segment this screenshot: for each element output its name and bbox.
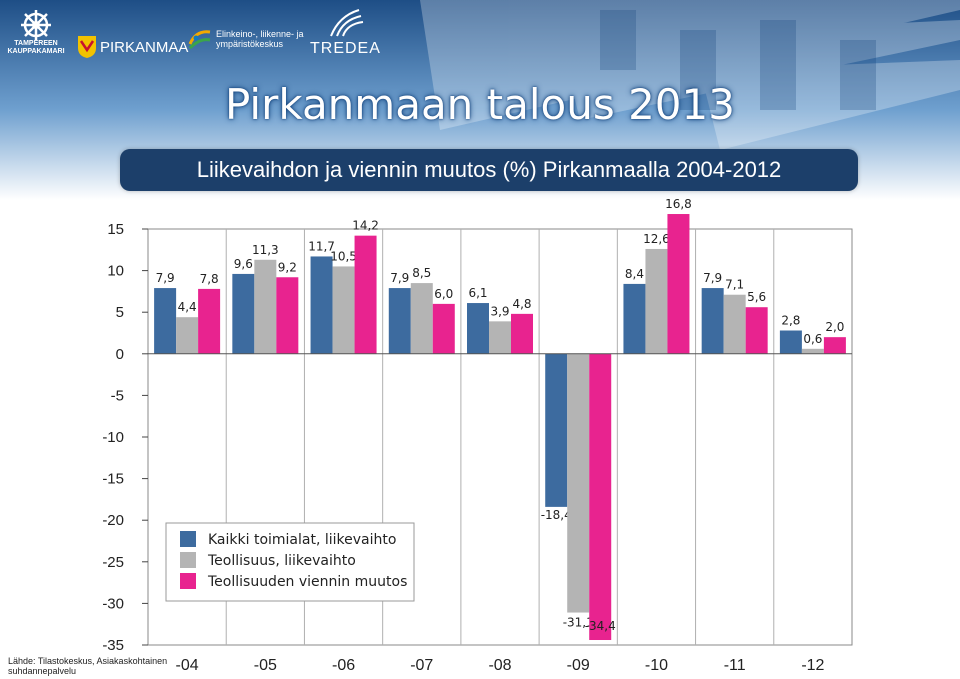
y-tick-label: 10 — [107, 263, 124, 280]
bar — [511, 313, 533, 354]
x-tick-label: -07 — [410, 657, 433, 674]
x-tick-label: -11 — [724, 657, 746, 674]
y-tick-label: -35 — [102, 637, 124, 654]
data-label: 7,8 — [200, 272, 219, 286]
logo-pirkanmaa: PIRKANMAA — [78, 36, 188, 58]
data-label: 2,8 — [781, 314, 800, 328]
x-tick-label: -10 — [645, 657, 668, 674]
data-label: 0,6 — [803, 332, 822, 346]
data-label: 11,3 — [252, 243, 279, 257]
logo-text: TAMPEREEN KAUPPAKAMARI — [7, 40, 65, 55]
bar — [589, 353, 612, 641]
x-tick-label: -04 — [176, 657, 199, 674]
bar — [176, 317, 199, 354]
y-tick-label: -5 — [111, 387, 124, 404]
tredea-wave-icon — [330, 9, 364, 37]
data-label: 5,6 — [747, 290, 766, 304]
bar — [801, 348, 824, 354]
data-label: 9,2 — [278, 260, 297, 274]
x-tick-label: -06 — [332, 657, 355, 674]
y-tick-label: 15 — [107, 221, 124, 238]
bar — [254, 259, 277, 354]
data-label: 4,8 — [512, 297, 531, 311]
bar — [232, 273, 255, 354]
data-label: 16,8 — [665, 197, 692, 211]
bar — [723, 294, 746, 354]
logo-text: TREDEA — [310, 40, 381, 57]
legend — [165, 522, 415, 602]
data-label: 4,4 — [178, 300, 197, 314]
y-tick-label: -30 — [102, 595, 124, 612]
data-label: -31,1 — [563, 616, 594, 630]
bar — [701, 288, 724, 354]
source-note: Lähde: Tilastokeskus, Asiakaskohtainen s… — [8, 656, 168, 676]
data-label: 6,0 — [434, 287, 453, 301]
header-logos: TAMPEREEN KAUPPAKAMARI PIRKANMAA Elinkei… — [0, 0, 420, 80]
x-tick-label: -08 — [488, 657, 511, 674]
data-label: 3,9 — [490, 304, 509, 318]
y-tick-label: -25 — [102, 554, 124, 571]
y-tick-label: -20 — [102, 512, 124, 529]
data-label: 7,9 — [390, 271, 409, 285]
y-tick-label: 5 — [116, 304, 124, 321]
bar — [388, 288, 411, 354]
bar — [432, 303, 455, 354]
data-label: 7,9 — [703, 271, 722, 285]
legend-swatch — [180, 531, 196, 547]
legend-label: Teollisuus, liikevaihto — [207, 553, 356, 569]
data-label: 7,9 — [156, 271, 175, 285]
data-label: 2,0 — [825, 320, 844, 334]
bar — [745, 307, 768, 354]
bar — [567, 353, 590, 613]
logo-ely-keskus: Elinkeino-, liikenne- ja ympäristökeskus — [188, 28, 306, 50]
data-label: 7,1 — [725, 278, 744, 292]
data-label: 10,5 — [330, 249, 357, 263]
bar — [410, 283, 433, 354]
bar — [310, 256, 333, 354]
bar — [667, 214, 690, 354]
bar — [823, 337, 846, 354]
data-label: 8,5 — [412, 266, 431, 280]
kauppakamari-emblem-icon — [21, 10, 51, 40]
data-label: 6,1 — [468, 286, 487, 300]
data-label: -34,4 — [585, 619, 616, 633]
logo-text: Elinkeino-, liikenne- ja ympäristökeskus — [216, 29, 304, 49]
logo-tredea: TREDEA — [310, 8, 381, 58]
data-label: 14,2 — [352, 219, 379, 233]
bar — [545, 353, 568, 507]
bar — [154, 288, 177, 354]
bar — [623, 283, 646, 354]
bar — [198, 288, 221, 354]
data-label: 11,7 — [308, 239, 335, 253]
bar — [467, 303, 489, 354]
data-label: 12,6 — [643, 232, 670, 246]
bar — [779, 330, 802, 354]
data-label: 8,4 — [625, 267, 644, 281]
x-tick-label: -12 — [801, 657, 824, 674]
legend-label: Kaikki toimialat, liikevaihto — [208, 532, 396, 548]
page-title: Pirkanmaan talous 2013 — [225, 80, 735, 129]
logo-tampereen-kauppakamari: TAMPEREEN KAUPPAKAMARI — [7, 10, 65, 56]
bar — [276, 277, 299, 354]
bar — [332, 266, 355, 354]
bar — [354, 235, 377, 354]
ely-swirl-icon — [188, 30, 211, 50]
legend-label: Teollisuuden viennin muutos — [207, 574, 407, 590]
legend-swatch — [180, 573, 196, 589]
y-tick-label: -10 — [102, 429, 124, 446]
data-label: -18,4 — [541, 508, 572, 522]
data-label: 9,6 — [234, 257, 253, 271]
y-tick-label: -15 — [102, 471, 124, 488]
pirkanmaa-shield-icon — [78, 36, 96, 58]
chart-subtitle: Liikevaihdon ja viennin muutos (%) Pirka… — [120, 149, 858, 191]
x-tick-label: -05 — [254, 657, 277, 674]
x-tick-label: -09 — [567, 657, 590, 674]
bar — [645, 248, 668, 354]
legend-swatch — [180, 552, 196, 568]
logo-text: PIRKANMAA — [100, 38, 189, 56]
bar — [489, 321, 511, 354]
y-tick-label: 0 — [116, 346, 124, 363]
